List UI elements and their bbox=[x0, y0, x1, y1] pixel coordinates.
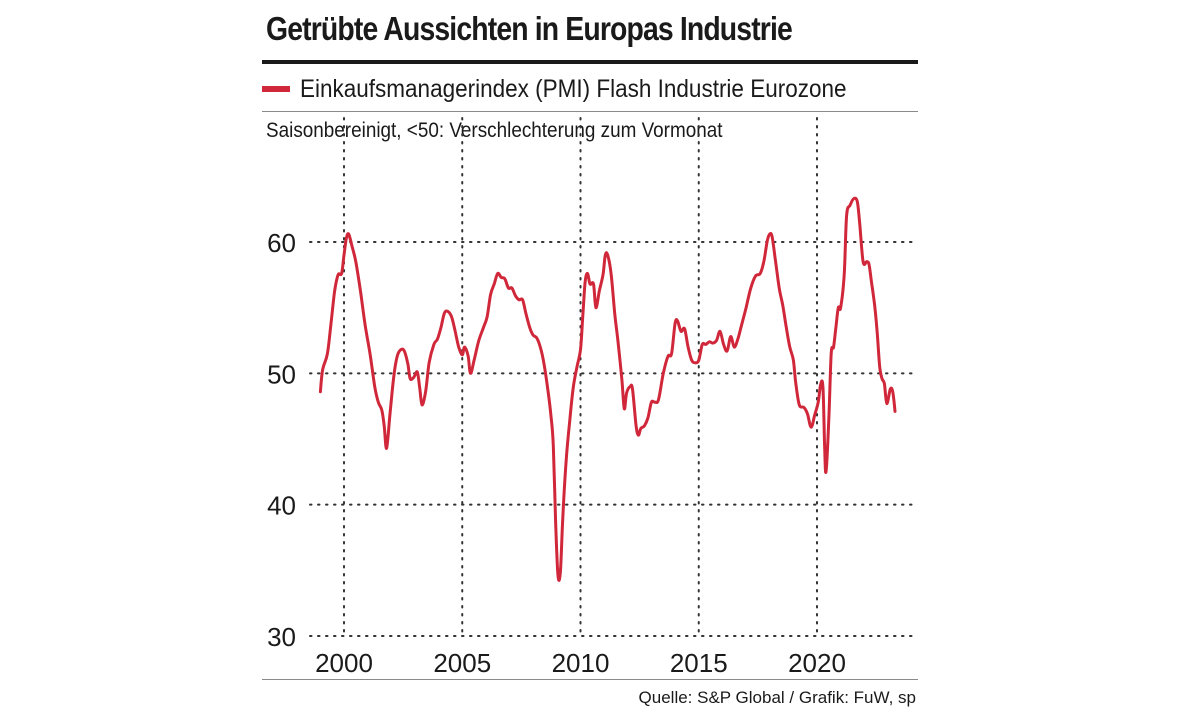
x-axis-labels: 2000 2005 2010 2015 2020 bbox=[315, 648, 846, 678]
legend-label: Einkaufsmanagerindex (PMI) Flash Industr… bbox=[300, 74, 847, 103]
y-tick-label-30: 30 bbox=[267, 622, 296, 652]
line-chart: 30 40 50 60 2000 2005 2010 2015 2020 bbox=[267, 117, 917, 678]
y-axis-labels: 30 40 50 60 bbox=[267, 228, 296, 652]
x-tick-label-2015: 2015 bbox=[670, 648, 728, 678]
y-tick-label-50: 50 bbox=[267, 359, 296, 389]
title-rule bbox=[262, 60, 918, 64]
legend-swatch bbox=[262, 86, 290, 92]
y-tick-label-60: 60 bbox=[267, 228, 296, 258]
legend-rule bbox=[262, 111, 918, 112]
x-tick-label-2010: 2010 bbox=[552, 648, 610, 678]
y-tick-label-40: 40 bbox=[267, 491, 296, 521]
x-tick-label-2020: 2020 bbox=[788, 648, 846, 678]
legend: Einkaufsmanagerindex (PMI) Flash Industr… bbox=[262, 72, 907, 106]
x-tick-label-2000: 2000 bbox=[315, 648, 373, 678]
chart-subtitle: Saisonbereinigt, <50: Verschlechterung z… bbox=[266, 119, 723, 142]
x-tick-label-2005: 2005 bbox=[433, 648, 491, 678]
chart-title: Getrübte Aussichten in Europas Industrie bbox=[266, 10, 793, 47]
chart-frame: Getrübte Aussichten in Europas Industrie… bbox=[262, 0, 918, 713]
footer-rule bbox=[262, 679, 918, 680]
source-note: Quelle: S&P Global / Grafik: FuW, sp bbox=[638, 688, 916, 707]
series-line-pmi bbox=[318, 196, 897, 582]
grid-lines bbox=[309, 117, 917, 637]
